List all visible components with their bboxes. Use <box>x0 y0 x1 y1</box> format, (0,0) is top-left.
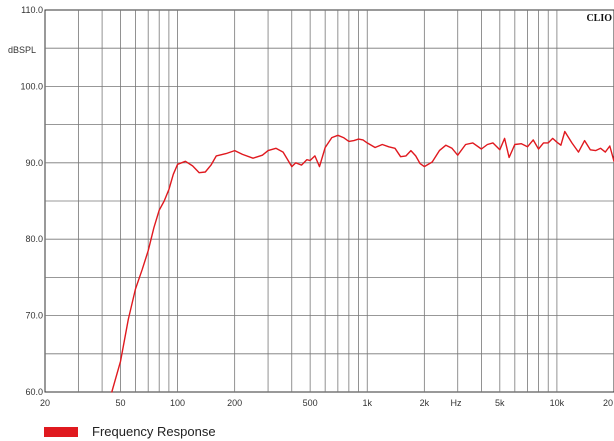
x-tick-label: 20 <box>603 398 613 408</box>
legend: Frequency Response <box>44 424 216 439</box>
x-tick-label: 500 <box>303 398 318 408</box>
x-tick-label: 100 <box>170 398 185 408</box>
x-tick-label: 5k <box>495 398 505 408</box>
series-line-frequency-response <box>111 130 614 393</box>
y-tick-label: 60.0 <box>25 387 43 397</box>
y-tick-label: 100.0 <box>20 81 43 91</box>
y-axis-ticks: 110.0 100.0 90.0 80.0 70.0 60.0 <box>20 5 43 397</box>
grid-minor <box>45 10 614 392</box>
brand-label: CLIO <box>586 13 612 24</box>
x-axis-label: Hz <box>451 398 462 408</box>
x-tick-label: 2k <box>420 398 430 408</box>
x-tick-label: 20 <box>40 398 50 408</box>
x-axis-ticks: 20 50 100 200 500 1k 2k 5k 10k 20 <box>40 398 613 408</box>
y-tick-label: 80.0 <box>25 234 43 244</box>
y-tick-label: 70.0 <box>25 311 43 321</box>
y-tick-label: 110.0 <box>21 5 43 15</box>
legend-label: Frequency Response <box>92 424 216 439</box>
x-tick-label: 10k <box>550 398 565 408</box>
x-tick-label: 200 <box>227 398 242 408</box>
y-tick-label: 90.0 <box>25 158 43 168</box>
x-tick-label: 1k <box>362 398 372 408</box>
legend-swatch <box>44 426 78 437</box>
y-axis-label: dBSPL <box>8 45 36 55</box>
x-tick-label: 50 <box>115 398 125 408</box>
